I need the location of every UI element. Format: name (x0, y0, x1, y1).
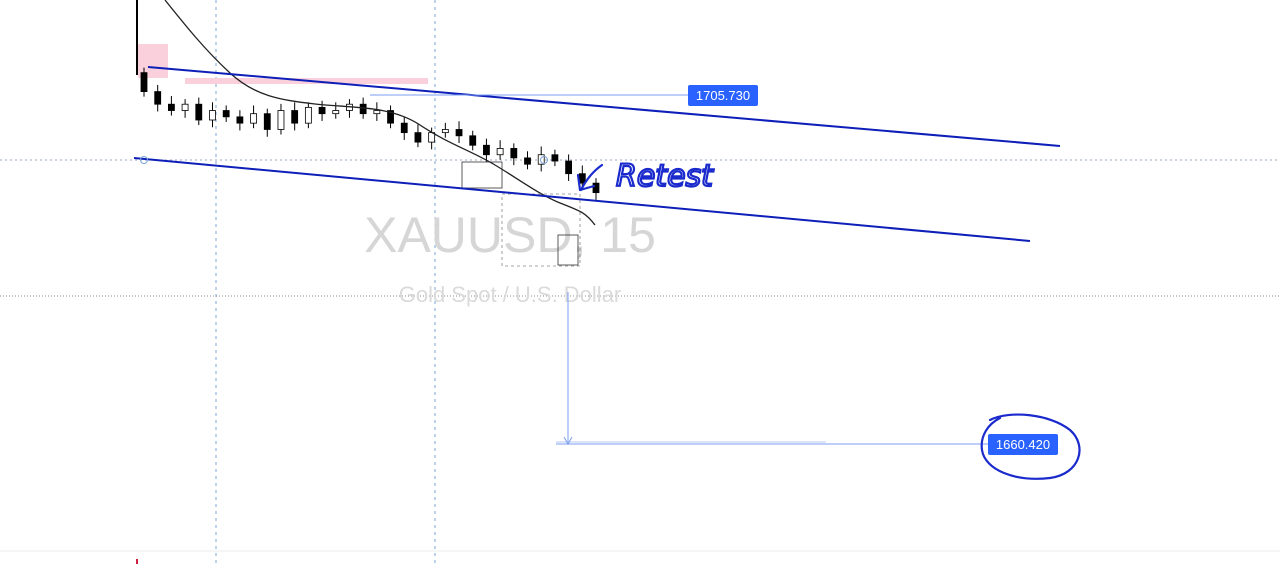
price-tag-target-text: 1660.420 (996, 437, 1050, 452)
candlestick-series (140, 67, 600, 200)
candle-body (455, 129, 463, 137)
candle-body (483, 144, 490, 156)
drawing-anchor[interactable] (540, 156, 548, 164)
candle-body (496, 148, 504, 156)
projection-arrowhead (563, 436, 573, 446)
candle-body (400, 122, 408, 134)
retest-annotation: Retest (616, 159, 714, 194)
candle-body (236, 116, 244, 124)
channel-upper-line[interactable] (147, 66, 1061, 147)
price-tag-target[interactable]: 1660.420 (988, 434, 1058, 455)
drawing-anchor[interactable] (140, 156, 148, 164)
price-tag-upper-text: 1705.730 (696, 88, 750, 103)
candle-body (414, 132, 422, 143)
range-box[interactable] (461, 161, 503, 189)
candle-body (140, 72, 148, 92)
watermark-symbol: XAUUSD, 15 (364, 207, 656, 263)
candle-body (524, 157, 531, 165)
candle-body (373, 110, 381, 115)
candle-body (209, 110, 216, 121)
channel-lower-line[interactable] (133, 157, 1031, 242)
candle-body (387, 110, 394, 124)
candle-body (304, 106, 312, 124)
candle-body (578, 173, 586, 184)
candle-body (441, 129, 449, 134)
candle-body (510, 148, 518, 159)
range-box[interactable] (501, 193, 581, 267)
candle-body (263, 113, 271, 130)
candle-body (195, 103, 203, 121)
candle-body (167, 103, 175, 111)
candle-body (537, 154, 545, 165)
candle-body (222, 110, 230, 118)
hand-drawn-circle (980, 413, 1081, 480)
moving-average-line (164, 0, 596, 226)
candle-body (154, 91, 162, 105)
watermark-description: Gold Spot / U.S. Dollar (399, 282, 622, 307)
candle-body (359, 103, 367, 115)
candle-body (250, 113, 257, 124)
candle-body (565, 160, 573, 175)
price-tag-upper[interactable]: 1705.730 (688, 85, 758, 106)
retest-arrow-icon (576, 163, 604, 192)
candle-body (469, 135, 477, 146)
candle-body (318, 106, 326, 115)
candle-body (332, 110, 340, 115)
candle-body (291, 110, 299, 124)
range-box[interactable] (557, 234, 579, 266)
candle-body (181, 103, 189, 111)
candle-body (592, 182, 600, 194)
candle-body (551, 154, 559, 162)
candle-body (277, 110, 285, 130)
